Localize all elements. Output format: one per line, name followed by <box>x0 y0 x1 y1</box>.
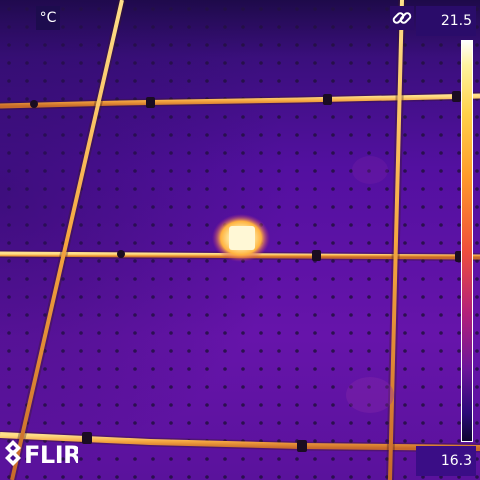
scale-max-value: 21.5 <box>416 6 476 36</box>
clamp <box>323 94 332 105</box>
clamp <box>117 250 125 258</box>
frame-line-left-diagonal-hot <box>10 0 124 480</box>
frame-line-right-vertical-hot <box>388 0 404 480</box>
clamp <box>297 440 307 452</box>
warm-patch <box>352 156 388 184</box>
flir-logo-mark <box>5 440 21 466</box>
link-icon[interactable] <box>390 6 414 30</box>
color-scale-bar <box>461 40 473 442</box>
clamp <box>452 91 461 102</box>
scale-min-value: 16.3 <box>416 446 476 476</box>
flir-logo: FLIR <box>5 440 78 468</box>
clamp <box>312 250 321 261</box>
clamp <box>82 432 92 444</box>
clamp <box>146 97 155 108</box>
temperature-unit: °C <box>36 6 60 30</box>
warm-patch <box>346 377 394 413</box>
link-icon-glyph <box>392 12 412 24</box>
hot-spot <box>229 226 255 250</box>
flir-logo-text: FLIR <box>24 441 78 468</box>
frame-line-top-hot <box>0 93 480 109</box>
clamp <box>30 100 38 108</box>
